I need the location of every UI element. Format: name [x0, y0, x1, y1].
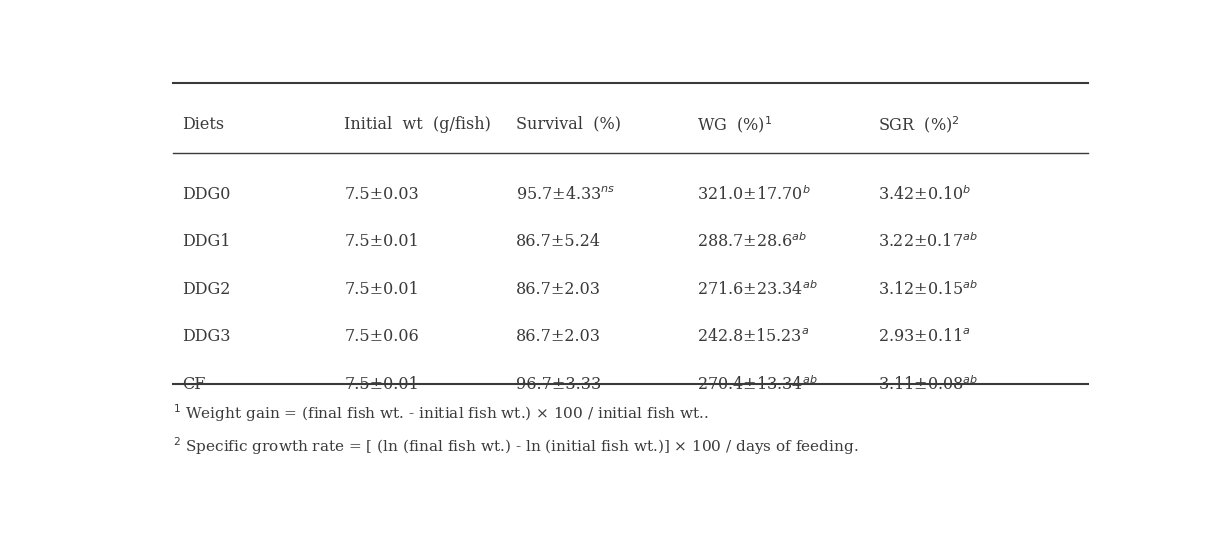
Text: 271.6±23.34$^{ab}$: 271.6±23.34$^{ab}$	[697, 280, 818, 299]
Text: 270.4±13.34$^{ab}$: 270.4±13.34$^{ab}$	[697, 375, 818, 393]
Text: 7.5±0.03: 7.5±0.03	[344, 186, 419, 203]
Text: 86.7±2.03: 86.7±2.03	[517, 281, 601, 298]
Text: 86.7±2.03: 86.7±2.03	[517, 328, 601, 345]
Text: 7.5±0.01: 7.5±0.01	[344, 233, 419, 250]
Text: 242.8±15.23$^{a}$: 242.8±15.23$^{a}$	[697, 328, 809, 345]
Text: 3.22±0.17$^{ab}$: 3.22±0.17$^{ab}$	[878, 233, 978, 251]
Text: 3.11±0.08$^{ab}$: 3.11±0.08$^{ab}$	[878, 375, 978, 393]
Text: 95.7±4.33$^{ns}$: 95.7±4.33$^{ns}$	[517, 186, 615, 203]
Text: Diets: Diets	[182, 116, 224, 133]
Text: 96.7±3.33: 96.7±3.33	[517, 376, 601, 393]
Text: Initial  wt  (g/fish): Initial wt (g/fish)	[344, 116, 491, 133]
Text: SGR  (%)$^{2}$: SGR (%)$^{2}$	[878, 114, 959, 135]
Text: 2.93±0.11$^{a}$: 2.93±0.11$^{a}$	[878, 328, 972, 345]
Text: Survival  (%): Survival (%)	[517, 116, 621, 133]
Text: 86.7±5.24: 86.7±5.24	[517, 233, 601, 250]
Text: 3.12±0.15$^{ab}$: 3.12±0.15$^{ab}$	[878, 280, 978, 299]
Text: WG  (%)$^{1}$: WG (%)$^{1}$	[697, 114, 772, 135]
Text: 3.42±0.10$^{b}$: 3.42±0.10$^{b}$	[878, 185, 972, 204]
Text: DDG0: DDG0	[182, 186, 231, 203]
Text: $^{1}$ Weight gain = (final fish wt. - initial fish wt.) × 100 / initial fish wt: $^{1}$ Weight gain = (final fish wt. - i…	[172, 402, 708, 424]
Text: DDG3: DDG3	[182, 328, 231, 345]
Text: 7.5±0.01: 7.5±0.01	[344, 281, 419, 298]
Text: 7.5±0.01: 7.5±0.01	[344, 376, 419, 393]
Text: CF: CF	[182, 376, 205, 393]
Text: DDG1: DDG1	[182, 233, 231, 250]
Text: 288.7±28.6$^{ab}$: 288.7±28.6$^{ab}$	[697, 233, 807, 251]
Text: 7.5±0.06: 7.5±0.06	[344, 328, 419, 345]
Text: DDG2: DDG2	[182, 281, 231, 298]
Text: $^{2}$ Specific growth rate = [ (ln (final fish wt.) - ln (initial fish wt.)] × : $^{2}$ Specific growth rate = [ (ln (fin…	[172, 435, 859, 457]
Text: 321.0±17.70$^{b}$: 321.0±17.70$^{b}$	[697, 185, 811, 204]
